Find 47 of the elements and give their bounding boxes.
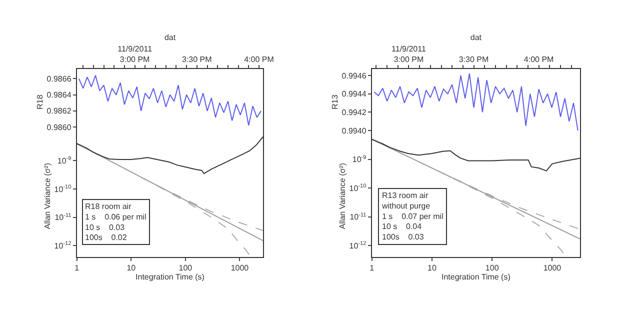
y-axis-title: R18 bbox=[36, 94, 45, 110]
y-tick-label: 10$^{-10}$ bbox=[349, 184, 366, 193]
annotation: R13 room air bbox=[382, 191, 429, 200]
y-tick-label: 0.9866 bbox=[46, 74, 72, 84]
x-axis-title: Integration Time (s) bbox=[136, 272, 205, 282]
x-tick-label: 1000 bbox=[543, 264, 562, 273]
y-axis-title: R13 bbox=[330, 94, 340, 110]
x-tick-label: 11/9/2011 3:00 PM bbox=[118, 44, 153, 64]
x-tick-label: 4:00 PM bbox=[244, 54, 274, 64]
annotation: 10 s 0.03 bbox=[85, 222, 126, 232]
annotation: 100s 0.02 bbox=[85, 233, 128, 242]
y-tick-label: 0.9942 bbox=[342, 108, 367, 117]
x-tick-label: 10 bbox=[126, 264, 136, 273]
annotation: without purge bbox=[381, 201, 431, 210]
y-tick-label: 10$^{-12}$ bbox=[54, 241, 72, 250]
y-tick-label: 0.9946 bbox=[342, 71, 367, 80]
y-tick-label: 10$^{-10}$ bbox=[54, 184, 72, 194]
x-tick-label: 1 bbox=[370, 264, 375, 273]
y-axis-title: Allan Variance (σ²) bbox=[338, 162, 347, 230]
x-tick-label: 1 bbox=[74, 264, 80, 273]
y-tick-label: 0.9940 bbox=[342, 126, 367, 136]
annotation: 100s 0.03 bbox=[382, 232, 424, 242]
x-tick-label: 4:00 PM bbox=[524, 54, 554, 64]
y-tick-label: 10$^{-12}$ bbox=[349, 240, 366, 250]
x-tick-label: 1000 bbox=[230, 264, 250, 273]
y-tick-label: 0.9864 bbox=[46, 90, 72, 100]
x-tick-label: 100 bbox=[178, 264, 193, 273]
annotation: 1 s 0.07 per mil bbox=[382, 212, 444, 221]
x-axis-title: dat bbox=[164, 33, 176, 42]
annotation: R18 room air bbox=[85, 202, 132, 211]
y-tick-label: 0.9944 bbox=[342, 90, 367, 99]
annotation: 1 s 0.06 per mil bbox=[85, 212, 147, 222]
x-tick-label: 3:30 PM bbox=[458, 54, 489, 64]
x-tick-label: 11/9/2011 3:00 PM bbox=[392, 44, 426, 64]
y-tick-label: 10$^{-9}$ bbox=[352, 154, 366, 164]
y-tick-label: 10$^{-11}$ bbox=[350, 212, 366, 222]
x-tick-label: 10 bbox=[428, 264, 437, 273]
y-tick-label: 0.9860 bbox=[46, 122, 72, 132]
y-tick-label: 10$^{-11}$ bbox=[54, 212, 72, 222]
x-tick-label: 3:30 PM bbox=[182, 54, 212, 64]
x-axis-title: dat bbox=[470, 33, 482, 42]
y-tick-label: 10$^{-9}$ bbox=[57, 156, 72, 166]
x-tick-label: 100 bbox=[485, 264, 500, 273]
y-tick-label: 0.9862 bbox=[46, 106, 72, 116]
y-axis-title: Allan Variance (σ²) bbox=[42, 162, 52, 230]
x-axis-title: Integration Time (s) bbox=[441, 272, 511, 282]
annotation: 10 s 0.04 bbox=[382, 222, 422, 232]
